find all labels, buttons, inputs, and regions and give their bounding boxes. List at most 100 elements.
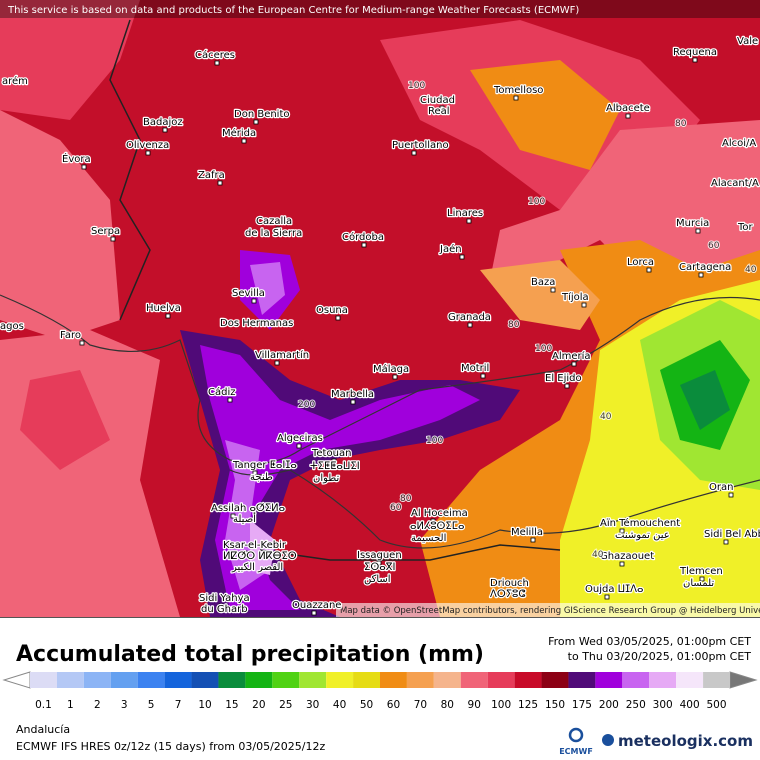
legend-swatch (541, 672, 569, 688)
place-label: Sidi Bel Abb (704, 529, 760, 540)
place-label: الحسيمة (411, 533, 446, 544)
contour-label: 100 (535, 344, 552, 354)
place-marker (619, 528, 625, 534)
place-label: Tlemcen (679, 566, 723, 577)
field (470, 60, 620, 170)
place-marker (625, 113, 631, 119)
legend-label: 20 (252, 699, 265, 711)
legend-swatch (649, 672, 677, 688)
place-label: Osuna (316, 305, 348, 316)
coastline (229, 469, 760, 549)
legend-label: 175 (572, 699, 592, 711)
border (259, 544, 561, 561)
legend-swatch (406, 672, 434, 688)
legend-label: 90 (468, 699, 481, 711)
place-label: Requena (673, 47, 717, 58)
place-label: Almería (552, 350, 591, 362)
field (250, 262, 285, 315)
place-marker (619, 561, 625, 567)
legend-label: 125 (518, 699, 538, 711)
place-label: ⵜⵉⵟⵟⴰⵡⵉⵏ (310, 461, 360, 472)
place-label: القصر الكبير (231, 562, 283, 573)
place-label: ⴷⵔⵢⵓⵛ (490, 589, 525, 600)
place-marker (513, 95, 519, 101)
place-label: Alacant/A (711, 178, 759, 189)
contour-label: 80 (675, 119, 687, 129)
place-label: Oran (709, 482, 733, 493)
contour-label: 100 (408, 81, 425, 91)
place-label: Don Benito (234, 109, 290, 120)
place-marker (274, 360, 280, 366)
brand-icon (602, 734, 614, 746)
legend-swatch (326, 672, 354, 688)
place-marker (227, 397, 233, 403)
place-marker (392, 374, 398, 380)
legend-label: 15 (225, 699, 238, 711)
place-label: أصيلة (233, 512, 256, 525)
place-marker (439, 105, 445, 111)
title: Accumulated total precipitation (mm) (16, 642, 484, 667)
border (109, 19, 151, 321)
place-label: El Ejido (545, 373, 582, 384)
place-marker (241, 138, 247, 144)
legend-swatch (595, 672, 623, 688)
place-label: arém (2, 75, 28, 87)
place-marker (81, 164, 87, 170)
place-label: Al Hoceima (411, 508, 468, 519)
region: Andalucía (16, 723, 70, 736)
notice: This service is based on data and produc… (7, 5, 579, 16)
place-marker (728, 492, 734, 498)
place-label: Dos Hermanas (220, 318, 293, 329)
legend-label: 40 (333, 699, 346, 711)
contour-label: 40 (600, 412, 612, 422)
place-label: Albacete (606, 103, 650, 114)
legend-swatch (191, 672, 219, 688)
attribution: Map data © OpenStreetMap contributors, r… (340, 606, 760, 616)
place-marker (692, 57, 698, 63)
place-label: Tanger ⵟⴰⵏⵊⴰ (232, 460, 297, 471)
place-marker (459, 254, 465, 260)
legend-label: 60 (387, 699, 400, 711)
place-marker (230, 513, 236, 519)
place-marker (509, 588, 515, 594)
place-marker (110, 236, 116, 242)
legend-label: 0.1 (35, 699, 52, 711)
legend-label: 50 (360, 699, 373, 711)
field (200, 345, 480, 610)
place-marker (251, 298, 257, 304)
place-label: Málaga (373, 363, 409, 375)
place-marker (311, 610, 317, 616)
contour-label: 60 (708, 241, 720, 251)
place-label: Algeciras (277, 433, 323, 444)
legend-label: 10 (198, 699, 211, 711)
ecmwf-logo[interactable]: ECMWF (559, 747, 593, 756)
place-label: Marbella (331, 389, 374, 400)
notice-bar (0, 0, 760, 18)
place-label: de la Sierra (245, 228, 302, 239)
place-label: Ciudad (420, 95, 455, 106)
place-label: agos (0, 321, 24, 332)
place-marker (530, 537, 536, 543)
legend-label: 200 (599, 699, 619, 711)
place-label: ⵉⵙⴰⴳⵏ (364, 562, 395, 573)
field (490, 120, 760, 300)
place-marker (376, 560, 382, 566)
place-marker (430, 518, 436, 524)
brand[interactable]: meteologix.com (618, 732, 753, 750)
legend-label: 1 (67, 699, 74, 711)
place-label: Baza (531, 277, 555, 288)
place-label: اساكن (364, 574, 391, 585)
legend-swatch (353, 672, 380, 688)
legend-swatch (245, 672, 273, 688)
place-label: Murcia (676, 218, 709, 229)
place-label: Linares (447, 208, 483, 219)
place-label: Jaén (439, 243, 462, 255)
map: This service is based on data and produc… (0, 0, 760, 617)
contour-label: 80 (508, 320, 520, 330)
place-label: Cazalla (256, 216, 292, 227)
place-label: Sevilla (232, 288, 265, 299)
contour-label: 40 (592, 550, 604, 560)
place-label: Tetouan (311, 448, 351, 459)
place-marker (604, 594, 610, 600)
